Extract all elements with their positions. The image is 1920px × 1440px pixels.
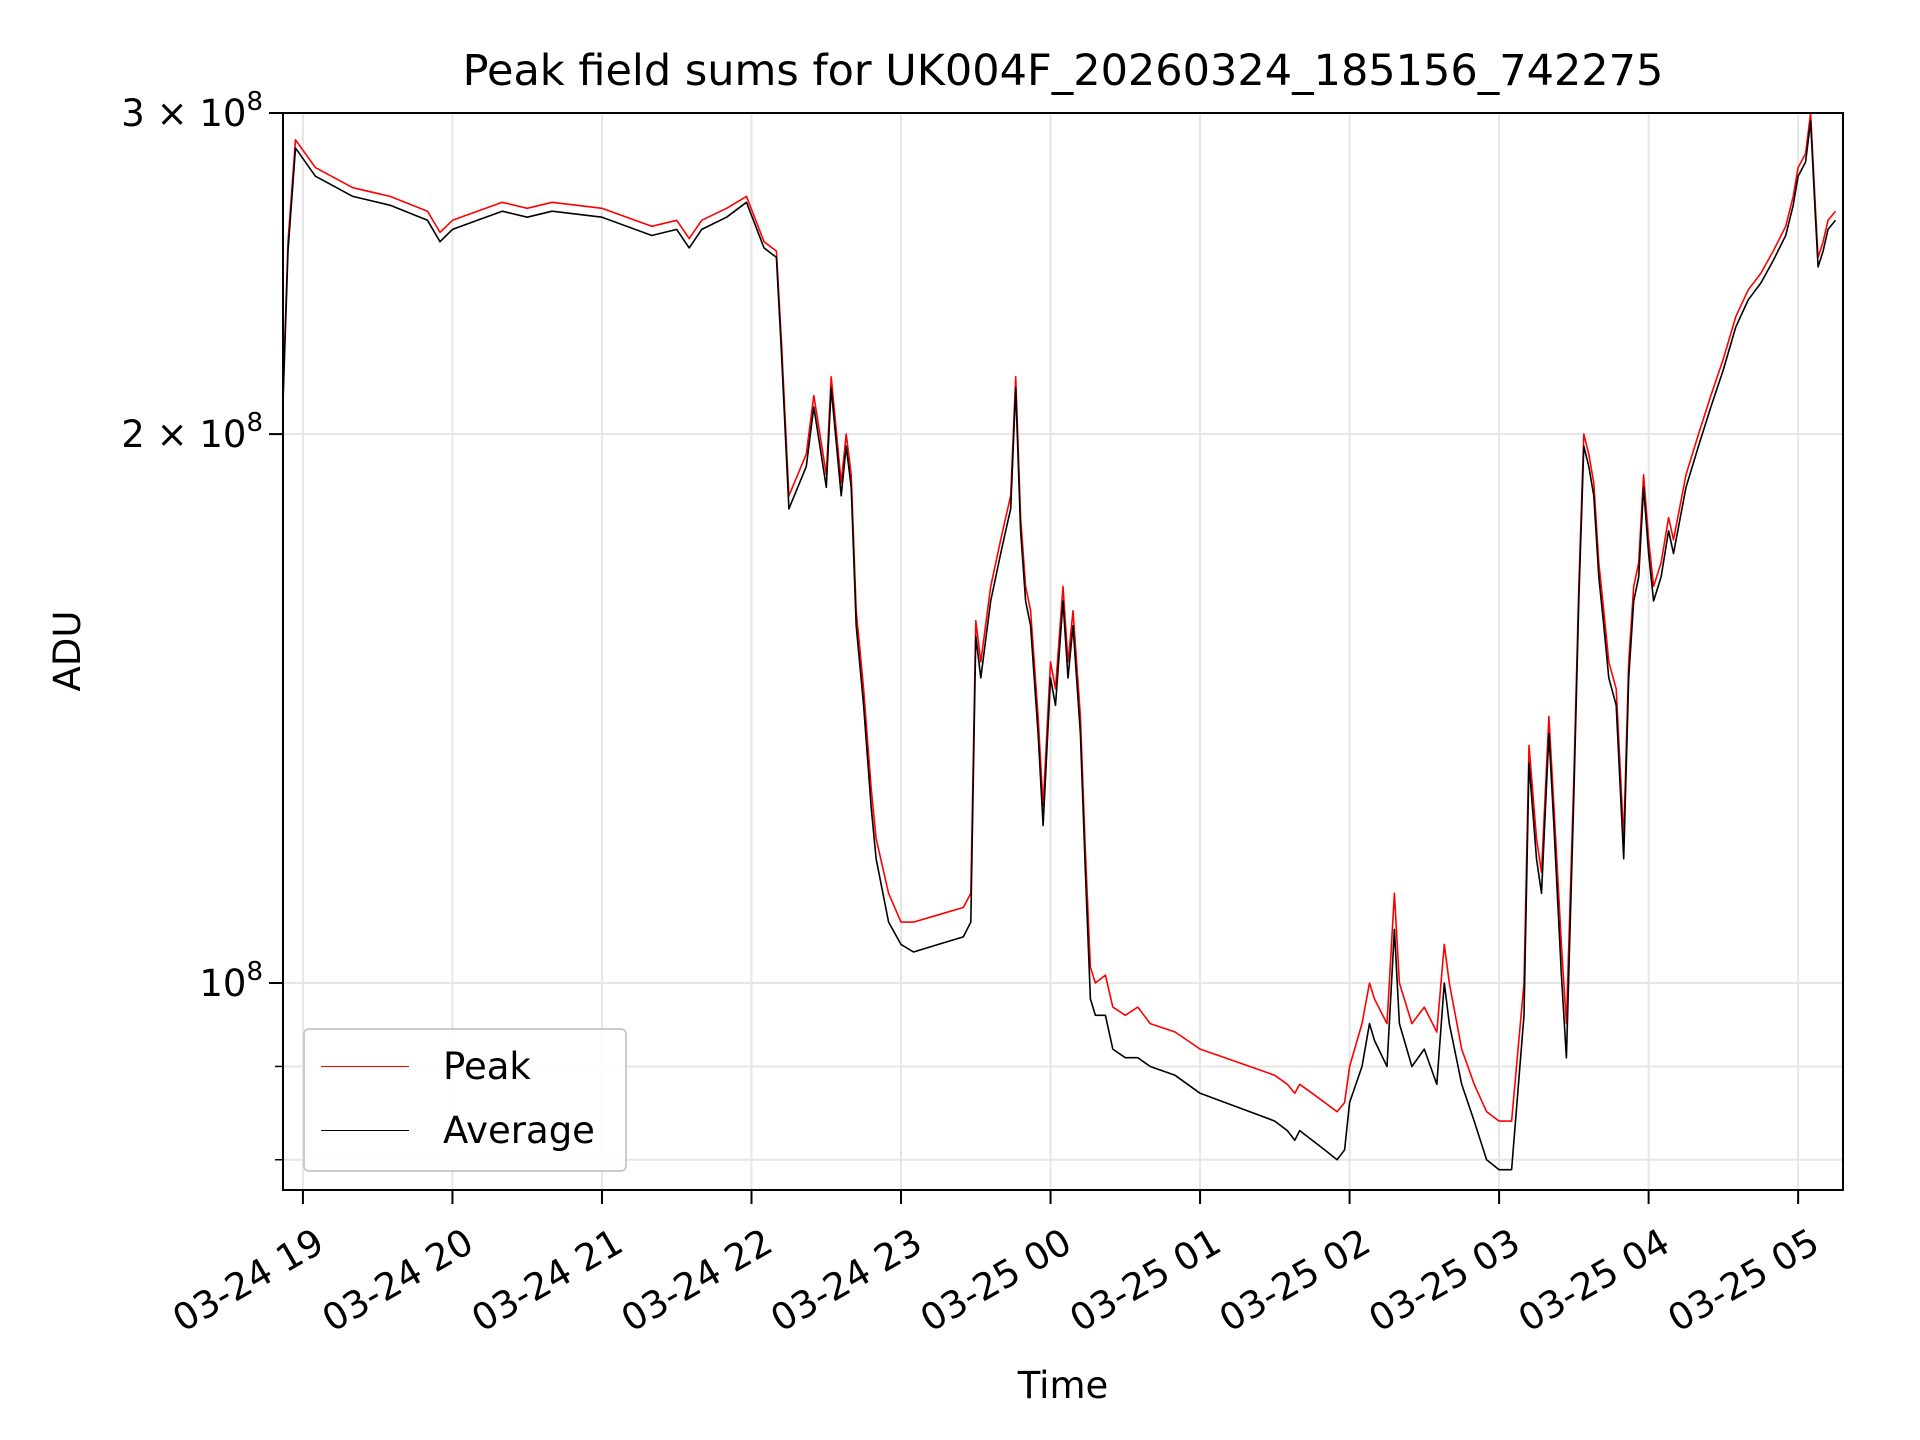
y-tick-exponent: 8 <box>246 957 263 987</box>
legend-entry-peak: Peak <box>321 1044 531 1088</box>
legend-label-peak: Peak <box>443 1044 531 1088</box>
x-axis-label: Time <box>1017 1364 1109 1407</box>
y-tick-exponent: 8 <box>246 408 263 438</box>
y-tick-mantissa: 3 × <box>121 92 199 135</box>
y-tick-base: 10 <box>199 962 246 1005</box>
y-tick-base: 10 <box>199 413 246 456</box>
y-tick-mantissa: 2 × <box>121 413 199 456</box>
series-line-average <box>282 120 1837 1171</box>
y-tick-base: 10 <box>199 92 246 135</box>
legend-swatch-average <box>321 1129 409 1131</box>
legend-label-average: Average <box>443 1108 595 1152</box>
legend-entry-average: Average <box>321 1108 595 1152</box>
y-axis-label: ADU <box>46 611 89 692</box>
series-layer <box>282 112 1837 1171</box>
y-tick-label: 3 × 108 <box>121 87 263 135</box>
legend: Peak Average <box>303 1028 627 1172</box>
plot-frame <box>282 112 1844 1191</box>
y-tick-label: 108 <box>199 957 263 1005</box>
chart-title: Peak field sums for UK004F_20260324_1851… <box>463 46 1664 96</box>
y-tick-exponent: 8 <box>246 87 263 117</box>
y-tick-label: 2 × 108 <box>121 408 263 456</box>
legend-swatch-peak <box>321 1065 409 1067</box>
